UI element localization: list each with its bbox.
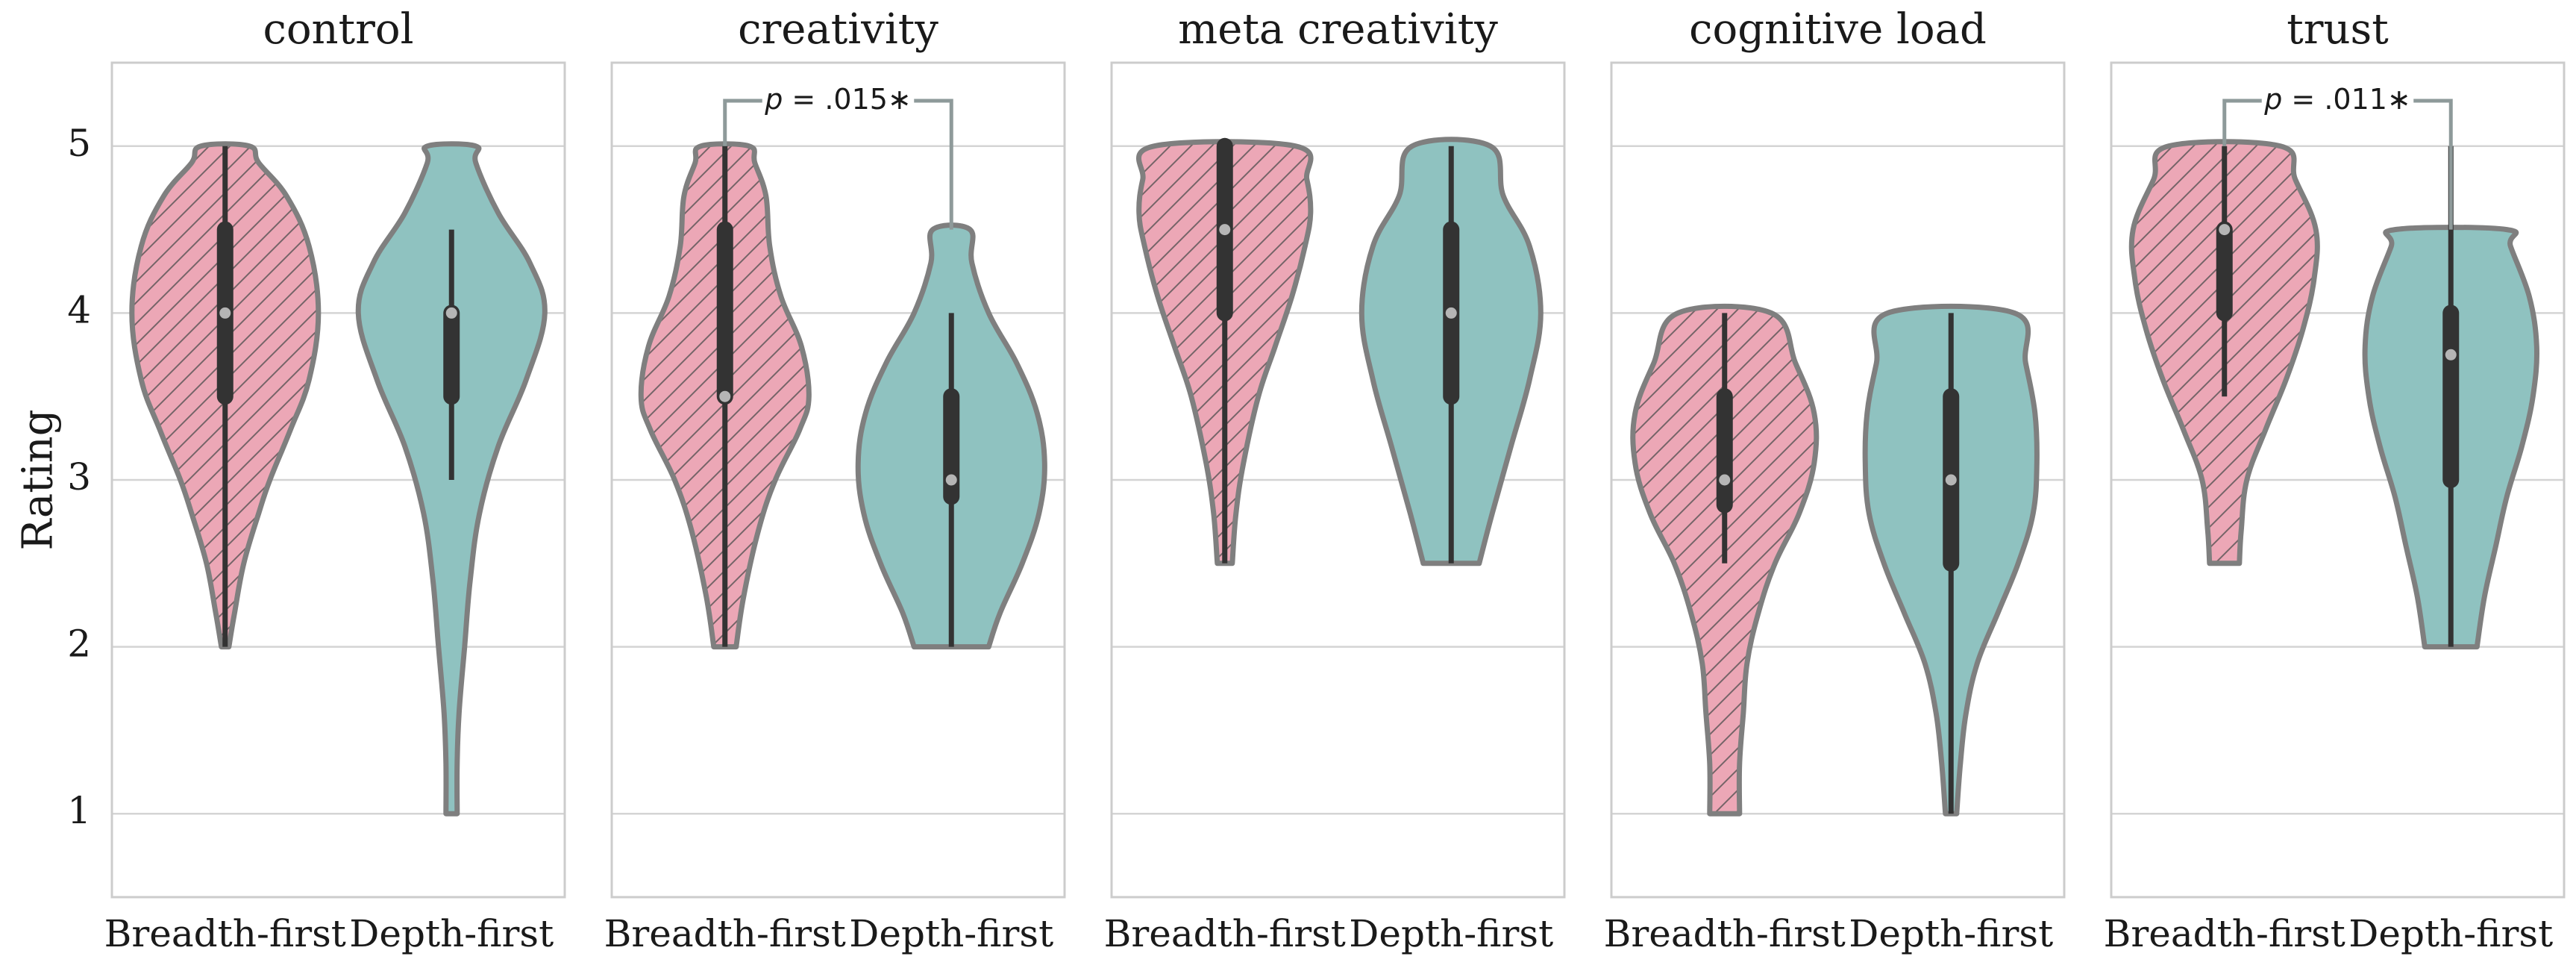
median-dot [219,307,231,319]
p-value-label: p = .011∗ [2263,83,2411,116]
bracket-right [2413,99,2453,230]
panel-frame [1110,61,1566,899]
y-tick-label: 1 [67,789,91,832]
panel-title: trust [2287,5,2389,54]
panel-control [129,141,548,817]
violin-outline [638,141,812,650]
violin-depth-first [1358,137,1544,566]
y-tick-label: 2 [67,622,91,666]
violin-depth-first [355,141,548,817]
p-symbol: p [764,83,783,116]
median-dot [945,474,957,486]
y-axis-label: Rating [14,409,63,550]
x-tick-label: Depth-first [1849,912,2053,955]
p-value-label: p = .015∗ [764,83,912,116]
bracket-right [914,99,953,230]
x-tick-label: Breadth-first [2104,912,2345,955]
violin-outline [355,141,548,817]
violin-depth-first [855,222,1047,650]
median-dot [1219,224,1231,236]
violin-depth-first [1862,303,2040,817]
violin-outline [1862,303,2040,817]
violin-breadth-first [129,141,322,650]
violin-outline [2362,225,2539,650]
x-tick-label: Depth-first [849,912,1053,955]
violin-breadth-first [1136,137,1314,566]
median-dot [2219,224,2231,236]
y-tick-label: 4 [67,288,91,331]
violin-outline [2128,139,2320,566]
violin-breadth-first [1630,303,1820,817]
significance-bracket [2222,99,2453,230]
median-dot [1445,307,1457,319]
panel-meta-creativity [1136,137,1544,566]
panel-trust [2128,99,2539,650]
violin-breadth-first [638,141,812,650]
panel-title: meta creativity [1178,5,1498,54]
panel-frame [2110,61,2566,899]
violin-outline [129,141,322,650]
x-tick-label: Breadth-first [104,912,346,955]
x-tick-label: Breadth-first [1104,912,1346,955]
x-tick-label: Depth-first [2348,912,2553,955]
p-symbol: p [2263,83,2282,116]
x-tick-label: Breadth-first [604,912,846,955]
panel-frame [610,61,1066,899]
panel-cognitive-load [1630,303,2040,817]
y-tick-label: 5 [67,122,91,165]
panel-title: creativity [738,5,938,54]
p-value: = .015∗ [783,83,911,116]
frame-layer [110,61,2566,899]
x-tick-label: Breadth-first [1604,912,1846,955]
median-dot [1945,474,1957,486]
p-value: = .011∗ [2282,83,2410,116]
panel-title: control [263,5,413,54]
violin-layer [129,99,2539,817]
panel-frame [1610,61,2066,899]
panel-creativity [638,99,1047,650]
median-dot [2445,349,2457,360]
x-tick-label: Depth-first [349,912,554,955]
median-dot [719,390,731,402]
x-tick-label: Depth-first [1349,912,1553,955]
violin-outline [855,222,1047,650]
violin-outline [1630,303,1820,817]
significance-bracket [723,99,953,230]
violin-outline [1358,137,1544,566]
y-tick-label: 3 [67,455,91,499]
bracket-left [723,99,762,146]
panel-frame [110,61,566,899]
median-dot [1719,474,1731,486]
violin-breadth-first [2128,139,2320,566]
median-dot [445,307,457,319]
bracket-left [2222,99,2262,146]
panel-title: cognitive load [1689,5,1987,54]
